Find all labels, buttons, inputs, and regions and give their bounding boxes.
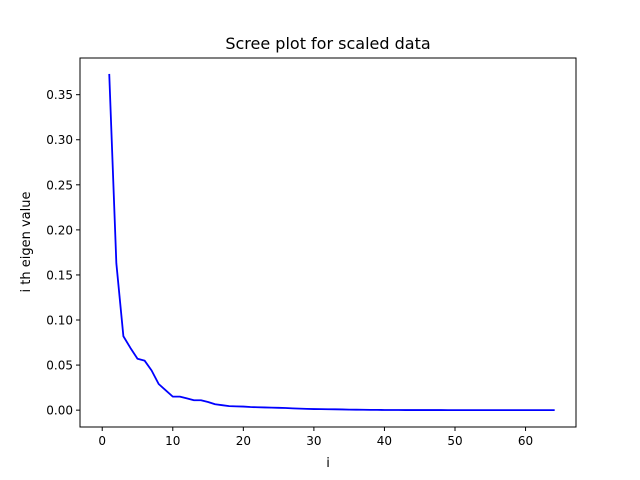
x-tick-label-4: 40 — [377, 434, 392, 448]
x-tick-label-0: 0 — [98, 434, 106, 448]
x-tick-label-1: 10 — [165, 434, 180, 448]
series-line-0 — [108, 73, 555, 412]
x-tick-label-2: 20 — [236, 434, 251, 448]
y-tick-label-3: 0.15 — [46, 268, 73, 282]
y-tick-label-6: 0.30 — [46, 133, 73, 147]
y-tick-label-5: 0.25 — [46, 178, 73, 192]
axes-frame — [79, 57, 577, 428]
chart-title: Scree plot for scaled data — [225, 34, 430, 53]
y-tick-label-2: 0.10 — [46, 314, 73, 328]
y-tick-label-0: 0.00 — [46, 404, 73, 418]
y-tick-label-4: 0.20 — [46, 223, 73, 237]
x-tick-label-6: 60 — [518, 434, 533, 448]
y-tick-label-1: 0.05 — [46, 359, 73, 373]
y-axis-label: i th eigen value — [19, 192, 34, 293]
x-tick-label-5: 50 — [447, 434, 462, 448]
plot-area: 0 10 20 30 40 50 60 0.00 0.05 0.10 0.15 0.20 0.25 0.3… — [46, 57, 577, 448]
y-tick-label-7: 0.35 — [46, 88, 73, 102]
x-tick-label-3: 30 — [306, 434, 321, 448]
x-axis-label: i — [326, 456, 330, 471]
